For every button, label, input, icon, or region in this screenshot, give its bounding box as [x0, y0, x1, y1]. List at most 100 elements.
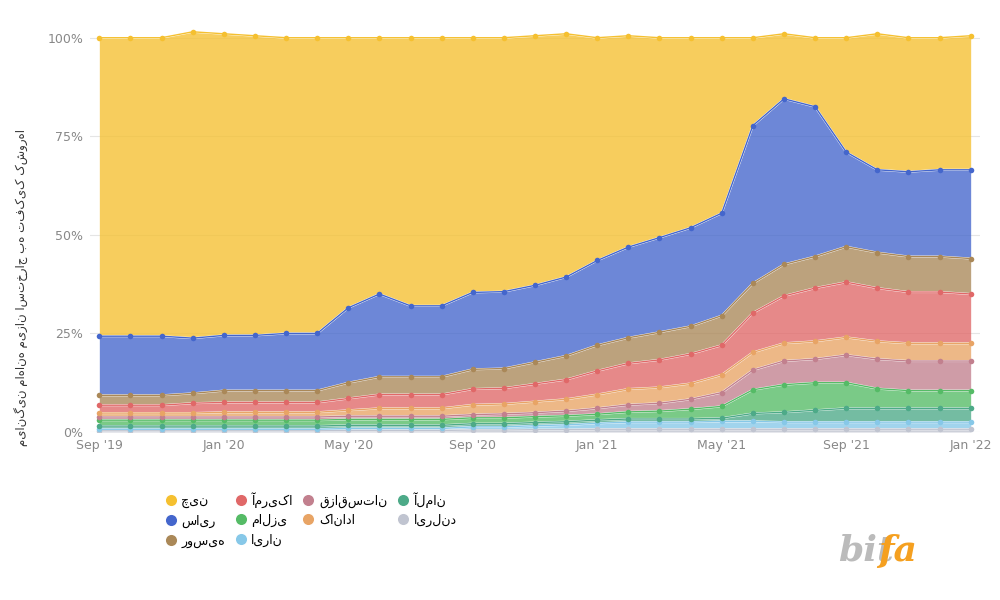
Point — [745, 278, 761, 288]
Point — [403, 390, 419, 400]
Point — [651, 418, 667, 427]
Point — [185, 408, 201, 418]
Point — [496, 287, 512, 296]
Point — [154, 421, 170, 431]
Point — [340, 303, 356, 313]
Point — [963, 165, 979, 175]
Point — [620, 407, 636, 416]
Point — [371, 412, 387, 421]
Point — [403, 372, 419, 382]
Point — [403, 424, 419, 433]
Point — [185, 424, 201, 434]
Point — [838, 242, 854, 251]
Point — [620, 359, 636, 368]
Point — [247, 415, 263, 425]
Point — [776, 338, 792, 348]
Point — [589, 33, 605, 43]
Point — [838, 33, 854, 43]
Point — [465, 413, 481, 422]
Point — [838, 277, 854, 287]
Point — [185, 415, 201, 425]
Point — [776, 94, 792, 104]
Point — [745, 33, 761, 43]
Point — [122, 412, 138, 422]
Point — [558, 420, 574, 430]
Point — [465, 400, 481, 410]
Point — [465, 287, 481, 297]
Point — [776, 380, 792, 389]
Point — [776, 418, 792, 427]
Point — [683, 418, 699, 427]
Point — [776, 291, 792, 301]
Point — [122, 391, 138, 400]
Point — [838, 418, 854, 427]
Point — [838, 378, 854, 388]
Point — [278, 329, 294, 338]
Point — [247, 31, 263, 41]
Point — [403, 415, 419, 424]
Point — [963, 356, 979, 366]
Point — [558, 375, 574, 385]
Point — [558, 394, 574, 404]
Point — [496, 425, 512, 435]
Point — [91, 400, 107, 410]
Point — [247, 426, 263, 436]
Point — [91, 391, 107, 400]
Point — [309, 421, 325, 431]
Point — [714, 370, 730, 380]
Point — [838, 404, 854, 413]
Point — [932, 338, 948, 348]
Point — [651, 33, 667, 43]
Point — [278, 426, 294, 436]
Point — [807, 418, 823, 427]
Point — [278, 398, 294, 407]
Point — [589, 390, 605, 400]
Point — [932, 386, 948, 395]
Point — [558, 406, 574, 416]
Point — [309, 33, 325, 43]
Point — [683, 424, 699, 434]
Point — [309, 426, 325, 436]
Point — [154, 426, 170, 436]
Point — [247, 407, 263, 417]
Point — [185, 421, 201, 431]
Point — [869, 354, 885, 364]
Point — [434, 372, 450, 382]
Point — [185, 27, 201, 37]
Point — [620, 384, 636, 394]
Point — [216, 421, 232, 431]
Point — [620, 414, 636, 424]
Point — [278, 33, 294, 43]
Point — [403, 412, 419, 421]
Point — [496, 33, 512, 43]
Point — [589, 256, 605, 265]
Point — [900, 287, 916, 297]
Point — [683, 322, 699, 331]
Point — [807, 378, 823, 388]
Point — [683, 349, 699, 359]
Point — [216, 331, 232, 340]
Point — [371, 289, 387, 299]
Point — [527, 358, 543, 367]
Point — [340, 412, 356, 421]
Point — [465, 33, 481, 43]
Point — [651, 383, 667, 392]
Point — [371, 390, 387, 400]
Point — [403, 33, 419, 43]
Point — [714, 416, 730, 426]
Point — [745, 385, 761, 395]
Point — [776, 260, 792, 269]
Point — [900, 252, 916, 262]
Point — [496, 422, 512, 431]
Point — [589, 424, 605, 434]
Point — [185, 398, 201, 408]
Text: bit: bit — [838, 534, 894, 568]
Point — [185, 426, 201, 436]
Text: fa: fa — [878, 534, 917, 568]
Point — [745, 409, 761, 418]
Point — [496, 413, 512, 422]
Point — [932, 33, 948, 43]
Point — [527, 418, 543, 427]
Point — [371, 421, 387, 430]
Point — [807, 252, 823, 262]
